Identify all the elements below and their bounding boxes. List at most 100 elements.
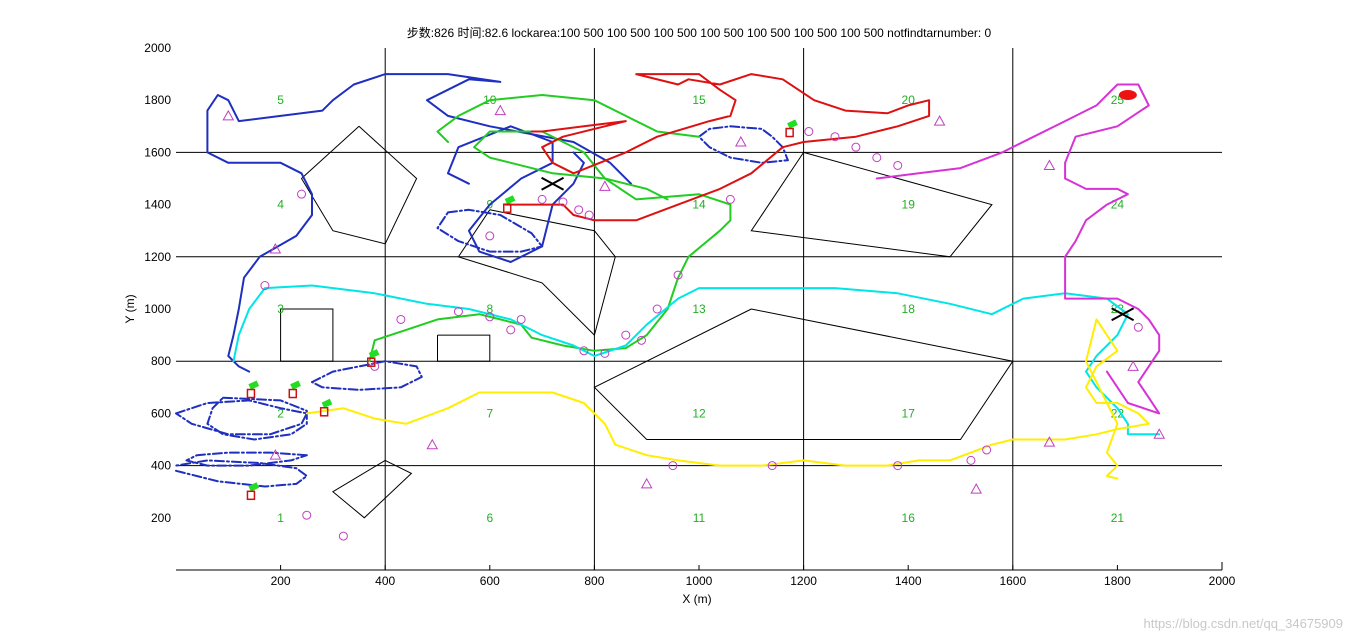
waypoint-circle-marker <box>982 445 992 455</box>
trajectory-line <box>206 73 632 373</box>
waypoint-circle-marker <box>537 194 547 204</box>
obstacle-polygon <box>593 308 1014 440</box>
target-triangle-marker <box>640 477 653 489</box>
waypoint-circle-marker <box>851 142 861 152</box>
robot-marker <box>248 482 260 492</box>
x-tick-label: 600 <box>480 574 500 588</box>
x-tick-label: 1400 <box>895 574 922 588</box>
waypoint-circle-marker <box>636 335 646 345</box>
waypoint-circle-marker <box>584 210 594 220</box>
obstacle-polygon <box>457 209 616 337</box>
cell-label: 19 <box>902 198 916 212</box>
robot-marker-body <box>319 407 329 417</box>
robot-marker-body <box>502 203 512 213</box>
trajectory-line <box>875 83 1161 415</box>
trajectory-line <box>175 399 308 436</box>
waypoint-circle-marker <box>574 205 584 215</box>
waypoint-circle-marker <box>558 197 568 207</box>
target-triangle-marker <box>494 104 507 116</box>
target-triangle-marker <box>734 135 747 147</box>
cell-label: 7 <box>486 406 493 420</box>
robot-marker <box>504 195 516 205</box>
x-tick-label: 800 <box>584 574 604 588</box>
waypoint-circle-marker <box>579 346 589 356</box>
y-tick-label: 200 <box>151 511 171 525</box>
waypoint-circle-marker <box>804 127 814 137</box>
trajectory-line <box>311 360 423 391</box>
cell-label: 2 <box>277 406 284 420</box>
y-tick-label: 1000 <box>144 302 171 316</box>
waypoint-circle-marker <box>830 132 840 142</box>
waypoint-circle-marker <box>453 307 463 317</box>
waypoint-circle-marker <box>506 325 516 335</box>
waypoint-circle-marker <box>338 531 348 541</box>
waypoint-circle-marker <box>516 314 526 324</box>
chart-title: 步数:826 时间:82.6 lockarea:100 500 100 500 … <box>407 25 992 40</box>
obstacle-polygon <box>750 151 993 258</box>
trajectory-line <box>698 125 789 164</box>
y-tick-label: 800 <box>151 354 171 368</box>
obstacle-polygon <box>332 459 413 519</box>
waypoint-circle-marker <box>1133 322 1143 332</box>
cell-label: 1 <box>277 511 284 525</box>
waypoint-circle-marker <box>485 312 495 322</box>
target-triangle-marker <box>222 109 235 121</box>
waypoint-circle-marker <box>966 455 976 465</box>
y-tick-label: 400 <box>151 459 171 473</box>
cell-label: 15 <box>692 93 706 107</box>
waypoint-circle-marker <box>893 461 903 471</box>
robot-marker-body <box>246 388 256 399</box>
robot-marker <box>368 349 380 359</box>
trajectory-line <box>206 396 308 441</box>
waypoint-circle-marker <box>673 270 683 280</box>
robot-marker <box>290 380 301 390</box>
target-triangle-marker <box>426 438 439 450</box>
cell-label: 16 <box>902 511 916 525</box>
x-tick-label: 2000 <box>1209 574 1236 588</box>
waypoint-circle-marker <box>652 304 662 314</box>
cell-label: 18 <box>902 302 916 316</box>
cell-label: 17 <box>902 406 916 420</box>
y-tick-label: 600 <box>151 406 171 420</box>
cell-label: 21 <box>1111 511 1125 525</box>
target-triangle-marker <box>1043 159 1056 170</box>
robot-marker-body <box>366 357 376 367</box>
waypoint-circle-marker <box>767 461 777 471</box>
x-tick-label: 1600 <box>999 574 1026 588</box>
y-tick-label: 2000 <box>144 41 171 55</box>
x-tick-label: 200 <box>271 574 291 588</box>
target-triangle-marker <box>1127 360 1139 371</box>
target-triangle-marker <box>1153 428 1166 439</box>
robot-marker <box>248 380 260 390</box>
trajectory-line <box>305 318 1150 480</box>
obstacle-polygon <box>280 308 334 362</box>
y-tick-label: 1400 <box>144 198 171 212</box>
y-tick-label: 1600 <box>144 145 171 159</box>
trajectory-line <box>436 94 700 143</box>
cell-label: 5 <box>277 93 284 107</box>
cell-label: 3 <box>277 302 284 316</box>
target-triangle-marker <box>599 180 611 191</box>
waypoint-circle-marker <box>600 348 610 358</box>
trajectory-line <box>185 451 308 467</box>
x-tick-label: 400 <box>375 574 395 588</box>
x-tick-label: 1000 <box>686 574 713 588</box>
cell-label: 13 <box>692 302 706 316</box>
trajectory-line <box>504 73 931 222</box>
waypoint-circle-marker <box>668 461 678 471</box>
plot-area: 1234567891011121314151617181920212223242… <box>144 41 1235 588</box>
cross-marker <box>541 176 565 191</box>
x-tick-label: 1200 <box>790 574 817 588</box>
trajectory-line <box>368 130 732 363</box>
obstacle-polygon <box>300 125 418 245</box>
target-triangle-marker <box>1043 436 1056 447</box>
cell-label: 11 <box>693 511 706 525</box>
cell-label: 12 <box>692 406 706 420</box>
target-triangle-marker <box>970 483 983 494</box>
cross-marker <box>1111 307 1135 322</box>
waypoint-circle-marker <box>872 153 882 163</box>
robot-marker-body <box>288 388 298 399</box>
waypoint-circle-marker <box>485 231 495 241</box>
cell-label: 14 <box>692 198 706 212</box>
